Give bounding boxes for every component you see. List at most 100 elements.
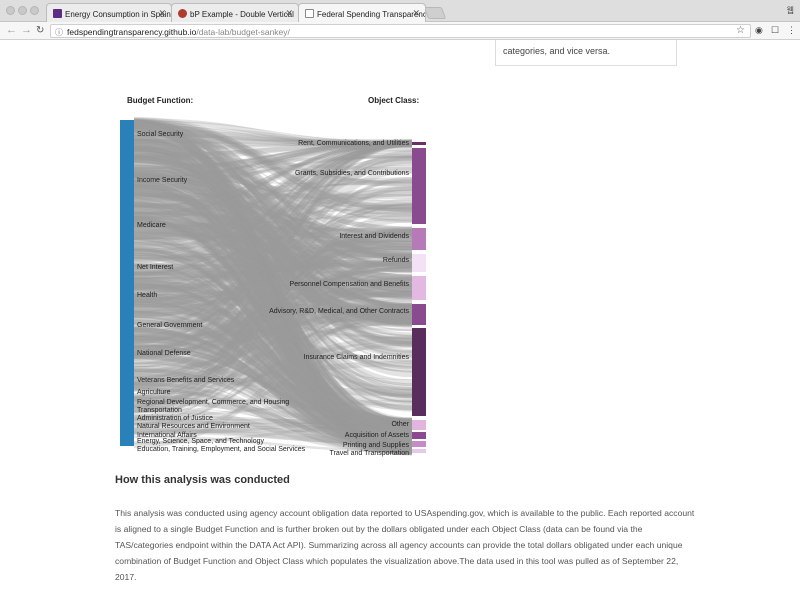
sankey-link [133,273,413,297]
extension-icon[interactable]: ◉ [755,25,763,35]
left-nodes: Social Security Income Security Medicare Ne… [120,120,306,453]
sankey-link [133,125,413,437]
extension-icon[interactable]: ☐ [771,25,780,35]
sankey-link [133,315,413,341]
tab-energy-consumption[interactable]: Energy Consumption in Spain ✕ [46,3,172,22]
object-class-bar [412,449,426,453]
sankey-link [133,240,413,260]
bookmark-star-icon[interactable]: ☆ [736,25,745,36]
sankey-link [133,222,413,386]
url-path: /data-lab/budget-sankey/ [196,27,290,37]
sankey-link [133,303,413,437]
sankey-link [133,263,413,444]
sankey-link [133,261,413,359]
sankey-link [133,141,413,298]
sankey-link [133,258,413,392]
sankey-link [133,320,413,379]
sankey-link [133,251,413,285]
sankey-link [133,231,413,455]
sankey-link [133,128,413,186]
sankey-link [133,150,413,257]
sankey-link [133,201,413,405]
window-minimize-icon[interactable] [18,6,27,15]
sankey-link [133,217,413,438]
sankey-link [133,139,413,193]
sankey-link [133,154,413,376]
window-close-icon[interactable] [6,6,15,15]
tab-close-icon[interactable]: ✕ [285,8,293,18]
address-bar[interactable]: ⓘ fedspendingtransparency.github.io/data… [50,24,751,38]
sankey-link [133,236,413,368]
sankey-link [133,369,413,441]
reload-icon[interactable]: ↻ [36,25,45,36]
sankey-link [133,139,413,177]
sankey-link [133,290,413,304]
sankey-link [133,145,413,345]
sankey-link [133,260,413,368]
menu-icon[interactable]: ⋮ [787,25,796,35]
sankey-link [133,327,413,425]
sankey-link [133,184,413,455]
sankey-link [133,270,413,280]
forward-arrow-icon[interactable]: → [21,24,32,36]
sankey-link [133,117,413,216]
sankey-link [133,304,413,426]
tab-close-icon[interactable]: ✕ [158,8,166,18]
sankey-link [133,124,413,155]
sankey-link [133,157,413,436]
object-class-label: Personnel Compensation and Benefits [290,281,410,288]
sankey-link [133,153,413,343]
sankey-link [133,120,413,358]
sankey-link [133,291,413,339]
sankey-link [133,237,413,377]
sankey-link [133,301,413,438]
left-column-heading: Budget Function: [127,96,194,105]
back-arrow-icon[interactable]: ← [6,24,17,36]
sankey-link [133,190,413,289]
sankey-link [133,352,413,425]
sankey-link [133,143,413,345]
sankey-link [133,233,413,318]
sankey-link [133,254,413,318]
object-class-bar [412,328,426,416]
tab-federal-spending[interactable]: Federal Spending Transparenc ✕ [298,3,426,22]
sankey-link [133,141,413,178]
sankey-link [133,198,413,451]
sankey-link [133,141,413,175]
sankey-link [133,294,413,391]
sankey-link [133,188,413,326]
sankey-link [133,164,413,450]
sankey-link [133,323,413,361]
sankey-link [133,193,413,274]
sankey-link [133,206,413,403]
sankey-link [133,261,413,278]
sankey-link [133,195,413,240]
sankey-link [133,140,413,216]
window-zoom-icon[interactable] [30,6,39,15]
sankey-link [133,142,413,267]
profile-label[interactable]: 웹 [786,6,794,15]
sankey-link [133,231,413,401]
sankey-link [133,188,413,358]
tab-close-icon[interactable]: ✕ [412,8,420,18]
sankey-link [133,305,413,429]
sankey-link [133,155,413,168]
sankey-link [133,194,413,452]
sankey-link [133,138,413,147]
sankey-link [133,155,413,353]
sankey-link [133,212,413,455]
sankey-link [133,187,413,440]
sankey-link [133,273,413,295]
sankey-link [133,265,413,296]
sankey-link [133,159,413,356]
sankey-link [133,352,413,447]
sankey-link [133,280,413,345]
sankey-link [133,170,413,246]
sankey-link [133,334,413,454]
sankey-link [133,232,413,266]
sankey-link [133,183,413,430]
sankey-link [133,206,413,434]
object-class-label: Printing and Supplies [343,442,410,449]
budget-function-label: Natural Resources and Environment [137,423,250,430]
sankey-link [133,205,413,209]
